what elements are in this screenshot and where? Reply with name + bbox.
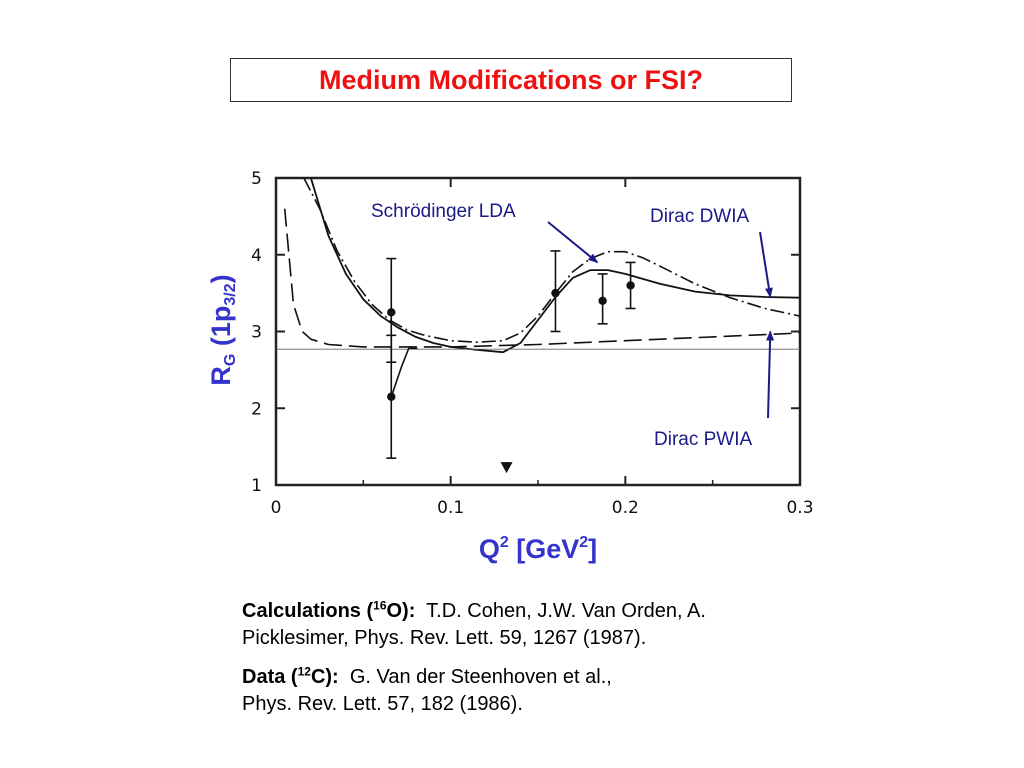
reference-line1: G. Van der Steenhoven et al., — [349, 666, 612, 688]
x-tick-label: 0 — [271, 498, 282, 518]
x-axis-title-unit-open: [GeV — [509, 534, 580, 564]
series-lines — [276, 177, 801, 354]
reference-label: Data (12C): — [242, 664, 339, 688]
annotation-dirac-pwia: Dirac PWIA — [654, 429, 753, 450]
y-axis-title-main: R — [206, 366, 236, 386]
axis-ticks — [275, 177, 801, 486]
y-tick-label: 3 — [251, 323, 262, 343]
q-marker — [500, 462, 513, 474]
series-line-1 — [310, 177, 801, 354]
reference-calculations: Calculations (16O): T.D. Cohen, J.W. Van… — [242, 598, 882, 652]
x-tick-label: 0.1 — [437, 498, 464, 518]
x-axis-title-unit-close: ] — [588, 534, 597, 564]
annotation-arrow-pwia — [766, 330, 775, 419]
reference-label-pre: Data ( — [242, 666, 298, 688]
reference-label-post: O): — [386, 600, 416, 622]
reference-label-pre: Calculations ( — [242, 600, 374, 622]
x-axis-title-sup2: 2 — [579, 534, 588, 551]
reference-line2: Phys. Rev. Lett. 57, 182 (1986). — [242, 693, 523, 715]
references: Calculations (16O): T.D. Cohen, J.W. Van… — [242, 598, 882, 730]
y-tick-label: 1 — [251, 476, 262, 496]
reference-line1: T.D. Cohen, J.W. Van Orden, A. — [426, 600, 706, 622]
annotation-schrodinger-lda: Schrödinger LDA — [371, 201, 516, 222]
data-point — [387, 392, 396, 401]
reference-data: Data (12C): G. Van der Steenhoven et al.… — [242, 664, 882, 718]
annotations: Schrödinger LDA Dirac DWIA Dirac PWIA — [371, 201, 775, 450]
reference-label-sup: 16 — [373, 598, 387, 613]
x-axis-title: Q2 [GeV2] — [479, 534, 597, 564]
y-axis-title-mid: (1p — [206, 306, 236, 354]
data-point — [598, 296, 607, 305]
y-tick-label: 5 — [251, 169, 262, 189]
data-points — [386, 250, 636, 474]
series-line-2 — [283, 208, 801, 348]
x-tick-label: 0.3 — [786, 498, 813, 518]
y-axis-title-sub2: 3/2 — [222, 283, 239, 305]
y-axis-title-close: ) — [206, 274, 236, 283]
reference-line2: Picklesimer, Phys. Rev. Lett. 59, 1267 (… — [242, 627, 647, 649]
x-tick-label: 0.2 — [612, 498, 639, 518]
x-axis-title-sup1: 2 — [500, 534, 509, 551]
x-axis-title-main: Q — [479, 534, 500, 564]
data-point — [551, 288, 560, 298]
data-connector — [390, 347, 418, 397]
reference-label: Calculations (16O): — [242, 598, 416, 622]
chart: 0 0.1 0.2 0.3 1 2 3 4 5 Schrödinger LDA Dirac DW… — [206, 169, 814, 564]
series-line-0 — [303, 177, 801, 344]
data-point — [626, 281, 635, 290]
slide-title: Medium Modifications or FSI? — [230, 58, 792, 102]
y-axis-title: RG (1p3/2) — [206, 274, 239, 385]
y-tick-label: 4 — [251, 246, 262, 266]
annotation-arrow-schrodinger — [547, 221, 599, 264]
y-axis-title-sub1: G — [222, 354, 239, 366]
tick-labels: 0 0.1 0.2 0.3 1 2 3 4 5 — [251, 169, 813, 518]
annotation-dirac-dwia: Dirac DWIA — [650, 206, 750, 227]
reference-label-sup: 12 — [297, 664, 311, 679]
reference-label-post: C): — [310, 666, 339, 688]
data-point — [387, 308, 396, 317]
y-tick-label: 2 — [251, 399, 262, 419]
annotation-arrow-dwia — [759, 231, 773, 298]
